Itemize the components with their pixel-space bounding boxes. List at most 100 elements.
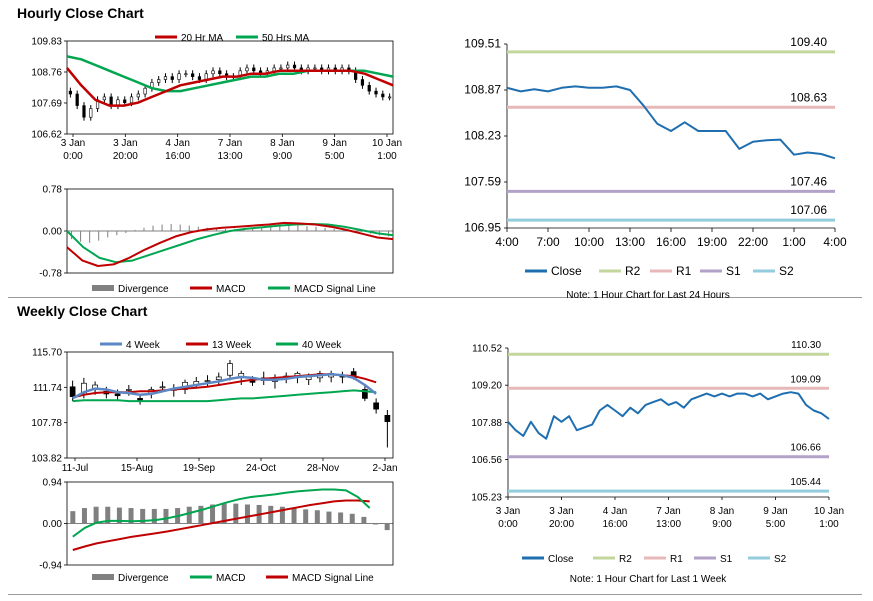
x-tick-label: 3 Jan bbox=[61, 138, 85, 149]
divergence-bar bbox=[338, 512, 344, 524]
y-tick-label: 109.20 bbox=[471, 381, 502, 392]
y-tick-label: 108.76 bbox=[31, 68, 62, 79]
divergence-bar bbox=[279, 506, 285, 524]
x-tick-label: 2-Jan bbox=[372, 463, 397, 474]
divergence-bar bbox=[314, 510, 320, 524]
y-tick-label: 107.69 bbox=[31, 99, 62, 110]
ma50-line bbox=[66, 55, 394, 93]
candle-body bbox=[114, 393, 121, 397]
x-tick-label: 8 Jan bbox=[710, 506, 734, 517]
hourly-section-title: Hourly Close Chart bbox=[17, 5, 144, 21]
x-tick-label: 13:00 bbox=[217, 151, 242, 162]
y-tick-label: 106.56 bbox=[471, 455, 502, 466]
candle-body bbox=[384, 415, 391, 422]
divergence-bar bbox=[140, 508, 146, 524]
divergence-bar bbox=[93, 506, 99, 524]
y-tick-label: 0.00 bbox=[43, 519, 63, 530]
legend-label: Divergence bbox=[118, 573, 169, 584]
divergence-bar bbox=[210, 504, 216, 524]
legend-label: Divergence bbox=[118, 284, 169, 295]
divergence-bar bbox=[384, 523, 390, 531]
candle-body bbox=[252, 67, 256, 72]
x-tick-label: 0:00 bbox=[498, 519, 518, 530]
x-tick-label: 10:00 bbox=[574, 235, 604, 249]
level-label-r2: 109.40 bbox=[790, 35, 827, 49]
x-tick-label: 10 Jan bbox=[372, 138, 402, 149]
divergence-bar bbox=[373, 523, 379, 525]
candle-body bbox=[163, 76, 168, 80]
y-tick-label: 115.70 bbox=[32, 348, 62, 359]
candle-body bbox=[362, 389, 368, 399]
x-tick-label: 19:00 bbox=[697, 235, 727, 249]
x-tick-label: 9 Jan bbox=[763, 506, 787, 517]
legend-label: 4 Week bbox=[126, 340, 161, 351]
candle-body bbox=[381, 93, 385, 98]
level-label-s2: 107.06 bbox=[790, 203, 827, 217]
legend-label: R1 bbox=[676, 264, 692, 278]
x-tick-label: 13:00 bbox=[615, 235, 645, 249]
candle-body bbox=[313, 67, 317, 70]
x-tick-label: 16:00 bbox=[602, 519, 627, 530]
x-tick-label: 0:00 bbox=[63, 151, 83, 162]
candle-body bbox=[373, 402, 379, 410]
candle-body bbox=[191, 73, 195, 77]
y-tick-label: 108.23 bbox=[464, 129, 501, 143]
candle-body bbox=[136, 93, 140, 98]
legend-label: S1 bbox=[726, 264, 741, 278]
legend-label: Close bbox=[551, 264, 582, 278]
x-tick-label: 22:00 bbox=[738, 235, 768, 249]
candle-body bbox=[215, 376, 222, 381]
candle-body bbox=[292, 64, 297, 69]
macd-line bbox=[66, 221, 394, 267]
level-label-s2: 105.44 bbox=[790, 477, 821, 488]
divergence-bar bbox=[163, 508, 169, 524]
candle-body bbox=[360, 79, 365, 86]
divergence-bar bbox=[198, 505, 204, 524]
ma20-line bbox=[66, 67, 394, 107]
y-tick-label: 106.95 bbox=[464, 221, 501, 235]
y-tick-label: 107.88 bbox=[471, 418, 502, 429]
level-label-s1: 107.46 bbox=[790, 174, 827, 188]
candle-body bbox=[75, 93, 79, 106]
candle-body bbox=[82, 105, 86, 118]
ma4-line bbox=[71, 373, 377, 400]
section-divider bbox=[8, 297, 862, 298]
x-tick-label: 4 Jan bbox=[603, 506, 627, 517]
weekly-section-title: Weekly Close Chart bbox=[17, 303, 148, 319]
legend-label: R1 bbox=[670, 554, 683, 565]
candle-body bbox=[211, 70, 215, 75]
divergence-bar bbox=[303, 509, 309, 524]
x-tick-label: 19-Sep bbox=[183, 463, 216, 474]
candle-body bbox=[143, 87, 147, 95]
y-tick-label: 107.59 bbox=[464, 175, 501, 189]
candle-body bbox=[197, 76, 202, 80]
candle-body bbox=[159, 386, 166, 389]
divergence-bar bbox=[349, 513, 355, 524]
x-tick-label: 1:00 bbox=[819, 519, 839, 530]
legend-swatch bbox=[92, 285, 114, 291]
x-tick-label: 20:00 bbox=[549, 519, 574, 530]
divergence-bar bbox=[244, 504, 250, 524]
x-tick-label: 4:00 bbox=[495, 235, 519, 249]
divergence-bar bbox=[116, 507, 122, 524]
x-tick-label: 9 Jan bbox=[322, 138, 346, 149]
divergence-bar bbox=[233, 503, 239, 524]
x-tick-label: 16:00 bbox=[165, 151, 190, 162]
x-tick-label: 20:00 bbox=[113, 151, 138, 162]
candle-body bbox=[279, 67, 283, 70]
y-tick-label: 110.52 bbox=[472, 344, 502, 355]
legend-swatch bbox=[92, 574, 114, 580]
legend-label: 40 Week bbox=[302, 340, 342, 351]
y-tick-label: 103.82 bbox=[31, 454, 62, 465]
legend-label: 13 Week bbox=[212, 340, 252, 351]
x-tick-label: 9:00 bbox=[712, 519, 732, 530]
candle-body bbox=[123, 99, 127, 104]
x-tick-label: 4:00 bbox=[823, 235, 847, 249]
level-label-r2: 110.30 bbox=[791, 340, 821, 351]
x-tick-label: 5:00 bbox=[325, 151, 345, 162]
divergence-bar bbox=[151, 508, 157, 524]
legend-label: 20 Hr MA bbox=[181, 33, 224, 44]
weekly-price-plot-frame bbox=[66, 351, 394, 459]
x-tick-label: 24-Oct bbox=[246, 463, 276, 474]
x-tick-label: 13:00 bbox=[656, 519, 681, 530]
